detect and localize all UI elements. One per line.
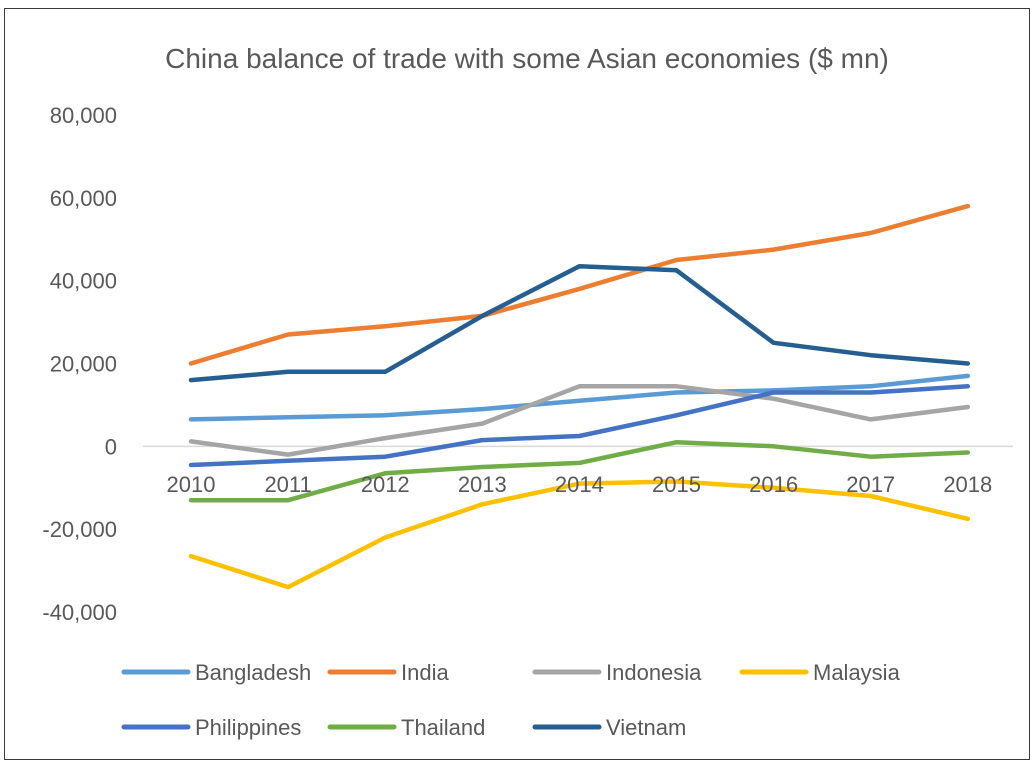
x-tick-label: 2016 [749,472,798,497]
y-tick-label: 0 [105,434,117,459]
series-line-india [188,203,971,366]
x-tick-label: 2017 [846,472,895,497]
x-tick-label: 2011 [264,472,311,497]
y-tick-label: -20,000 [42,517,117,542]
series-line-bangladesh [188,373,971,422]
legend-label-bangladesh: Bangladesh [195,660,311,685]
y-axis: 80,000 60,000 40,000 20,000 0 -20,000 -40,000 [42,103,117,625]
series-line-indonesia [188,384,971,457]
y-tick-label: 20,000 [50,352,117,377]
x-axis: 2010 2011 2012 2013 2014 2015 2016 2017 2018 [167,472,993,497]
legend-label-indonesia: Indonesia [606,660,702,685]
legend-label-india: India [401,660,449,685]
x-tick-label: 2012 [361,472,410,497]
series-line-vietnam [188,263,971,383]
series-line-malaysia [188,479,971,590]
x-tick-label: 2015 [652,472,701,497]
legend-label-vietnam: Vietnam [606,715,686,740]
y-tick-label: 40,000 [50,269,117,294]
series-lines [188,203,971,590]
x-tick-label: 2014 [555,472,604,497]
y-tick-label: -40,000 [42,600,117,625]
chart-frame [4,8,1030,760]
series-line-philippines [188,384,971,468]
x-tick-label: 2010 [167,472,216,497]
y-tick-label: 60,000 [50,186,117,211]
legend-label-malaysia: Malaysia [813,660,901,685]
series-line-thailand [188,439,971,503]
legend-label-philippines: Philippines [195,715,301,740]
legend: Bangladesh India Indonesia Malaysia Philippi… [121,660,901,740]
legend-label-thailand: Thailand [401,715,485,740]
y-tick-label: 80,000 [50,103,117,128]
x-tick-label: 2013 [458,472,507,497]
chart-title: China balance of trade with some Asian e… [165,43,889,74]
x-tick-label: 2018 [943,472,992,497]
